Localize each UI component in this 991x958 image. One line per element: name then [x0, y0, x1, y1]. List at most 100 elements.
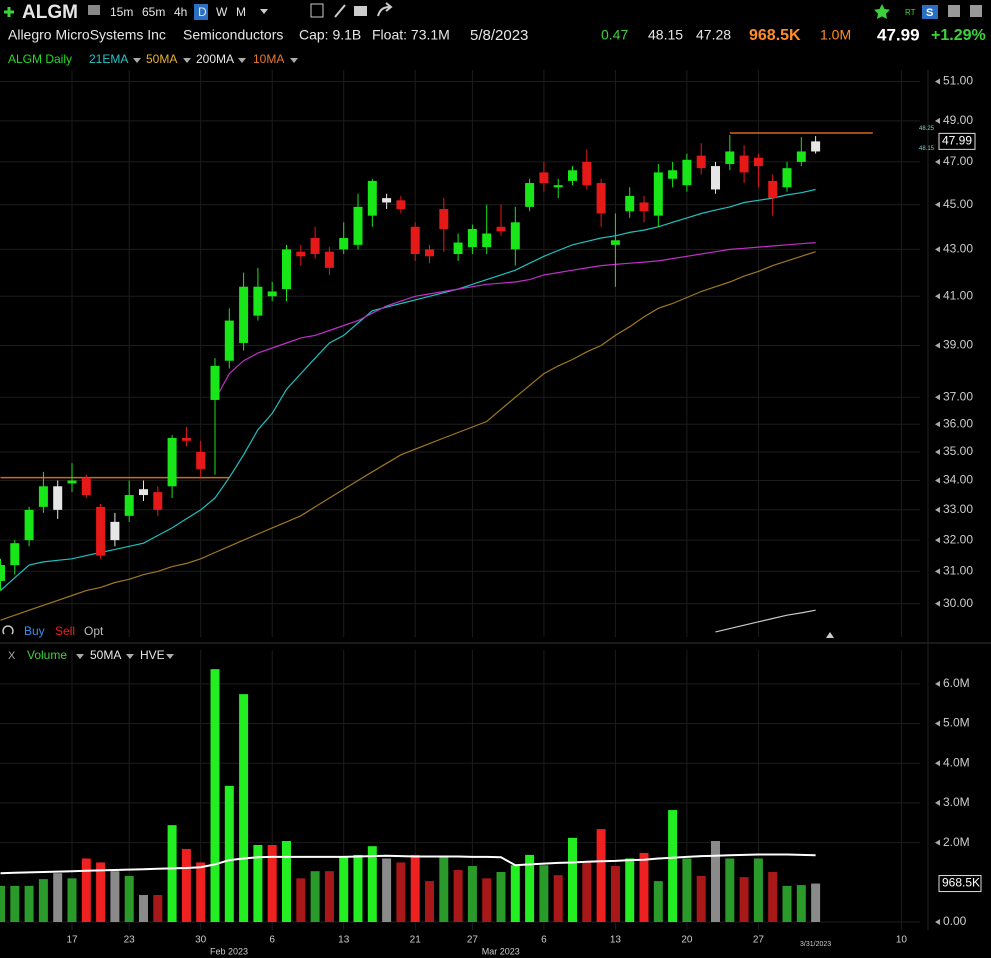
- price-tag: [938, 132, 976, 150]
- s-label[interactable]: S: [926, 7, 933, 19]
- candle-body: [425, 249, 435, 257]
- x-tick-label: 20: [681, 935, 693, 946]
- volume-bar: [24, 885, 34, 922]
- y-tick-label: 4.0M: [943, 755, 970, 769]
- volume-bar: [324, 871, 334, 922]
- icon-table[interactable]: [310, 3, 324, 18]
- candle-body: [539, 172, 549, 184]
- y-tick-label: 39.00: [943, 338, 973, 352]
- x-tick-label: 13: [610, 935, 622, 946]
- tick-mark: [935, 421, 940, 428]
- pane-close[interactable]: X: [8, 650, 16, 662]
- trade-button[interactable]: Buy: [24, 624, 45, 638]
- trade-icon[interactable]: [2, 625, 14, 635]
- icon-share[interactable]: [354, 6, 367, 16]
- volume-bar: [267, 844, 277, 922]
- volume-bar: [725, 858, 735, 922]
- dropdown[interactable]: [76, 654, 84, 659]
- scroll-marker[interactable]: [826, 632, 834, 638]
- dropdown[interactable]: [166, 654, 174, 659]
- y-tick-label: 32.00: [943, 532, 973, 546]
- tick-mark: [935, 720, 940, 727]
- volume-bar: [53, 873, 63, 922]
- dropdown[interactable]: [290, 58, 298, 63]
- rt-label[interactable]: RT: [905, 8, 916, 17]
- dropdown[interactable]: [238, 58, 246, 63]
- legend-item[interactable]: 200MA: [196, 52, 234, 66]
- tick-mark: [935, 448, 940, 455]
- y-tick-label: 5.0M: [943, 716, 970, 730]
- s-badge[interactable]: [922, 5, 938, 19]
- volume-bar: [625, 858, 635, 922]
- symbol[interactable]: ALGM: [22, 2, 78, 23]
- candle-body: [753, 157, 763, 167]
- trade-button[interactable]: Sell: [55, 624, 75, 638]
- tick-mark: [935, 537, 940, 544]
- dropdown[interactable]: [133, 58, 141, 63]
- volume-bar: [310, 871, 320, 922]
- volume-bar: [253, 844, 263, 922]
- dropdown[interactable]: [183, 58, 191, 63]
- timeframe[interactable]: 4h: [174, 5, 187, 19]
- candle-body: [81, 477, 91, 496]
- candle-body: [725, 151, 735, 164]
- x-tick-label: 17: [66, 935, 78, 946]
- dropdown[interactable]: [260, 9, 268, 14]
- header-low: 47.28: [696, 27, 731, 43]
- volume-bar: [753, 858, 763, 922]
- volume-bar: [610, 866, 620, 922]
- icon-pencil[interactable]: [334, 4, 346, 18]
- volume-title[interactable]: Volume: [27, 648, 67, 662]
- timeframe[interactable]: W: [216, 5, 228, 19]
- y-tick-label: 35.00: [943, 444, 973, 458]
- add-icon[interactable]: [4, 7, 14, 17]
- volume-bar: [139, 895, 149, 922]
- x-month-label: Mar 2023: [482, 946, 520, 956]
- x-last-label: 3/31/2023: [800, 941, 831, 948]
- icon[interactable]: [88, 5, 100, 15]
- candle-body: [596, 183, 606, 214]
- legend-item[interactable]: 10MA: [253, 52, 284, 66]
- y-tick-label: 49.00: [943, 113, 973, 127]
- volume-bar: [224, 785, 234, 922]
- x-tick-label: 23: [124, 935, 136, 946]
- tick-mark: [935, 568, 940, 575]
- icon[interactable]: [948, 5, 960, 17]
- candle-body: [625, 195, 635, 212]
- tag-high: 48.25: [919, 126, 935, 132]
- timeframe[interactable]: 65m: [142, 5, 165, 19]
- tick-mark: [935, 506, 940, 513]
- candle-body: [53, 486, 63, 510]
- volume-bar: [410, 854, 420, 922]
- y-tick-label: 33.00: [943, 502, 973, 516]
- timeframe[interactable]: 15m: [110, 5, 133, 19]
- legend-item[interactable]: ALGM Daily: [8, 52, 72, 66]
- tick-mark: [935, 117, 940, 124]
- volume-ma-name[interactable]: 50MA: [90, 648, 121, 662]
- volume-bar: [0, 885, 6, 922]
- legend-item[interactable]: 50MA: [146, 52, 177, 66]
- candle-body: [682, 159, 692, 186]
- ma-line: [0, 853, 816, 875]
- legend-item[interactable]: 21EMA: [89, 52, 128, 66]
- tick-mark: [935, 78, 940, 85]
- timeframe[interactable]: D: [198, 5, 207, 19]
- candle-body: [267, 291, 277, 297]
- ma-line: [0, 188, 816, 592]
- study-name[interactable]: HVE: [140, 648, 165, 662]
- candle-body: [739, 155, 749, 173]
- star[interactable]: [874, 4, 890, 19]
- x-tick-label: 27: [467, 935, 479, 946]
- y-tick-label: 34.00: [943, 473, 973, 487]
- active-timeframe: [194, 4, 208, 20]
- candle-body: [210, 365, 220, 400]
- trade-button[interactable]: Opt: [84, 624, 104, 638]
- tag-low: 48.15: [919, 146, 935, 152]
- candle-body: [610, 240, 620, 245]
- icon[interactable]: [970, 5, 982, 17]
- volume-bar: [367, 846, 377, 922]
- timeframe[interactable]: M: [236, 5, 246, 19]
- icon-forward[interactable]: [377, 2, 393, 17]
- dropdown[interactable]: [126, 654, 134, 659]
- candle-body: [196, 451, 206, 469]
